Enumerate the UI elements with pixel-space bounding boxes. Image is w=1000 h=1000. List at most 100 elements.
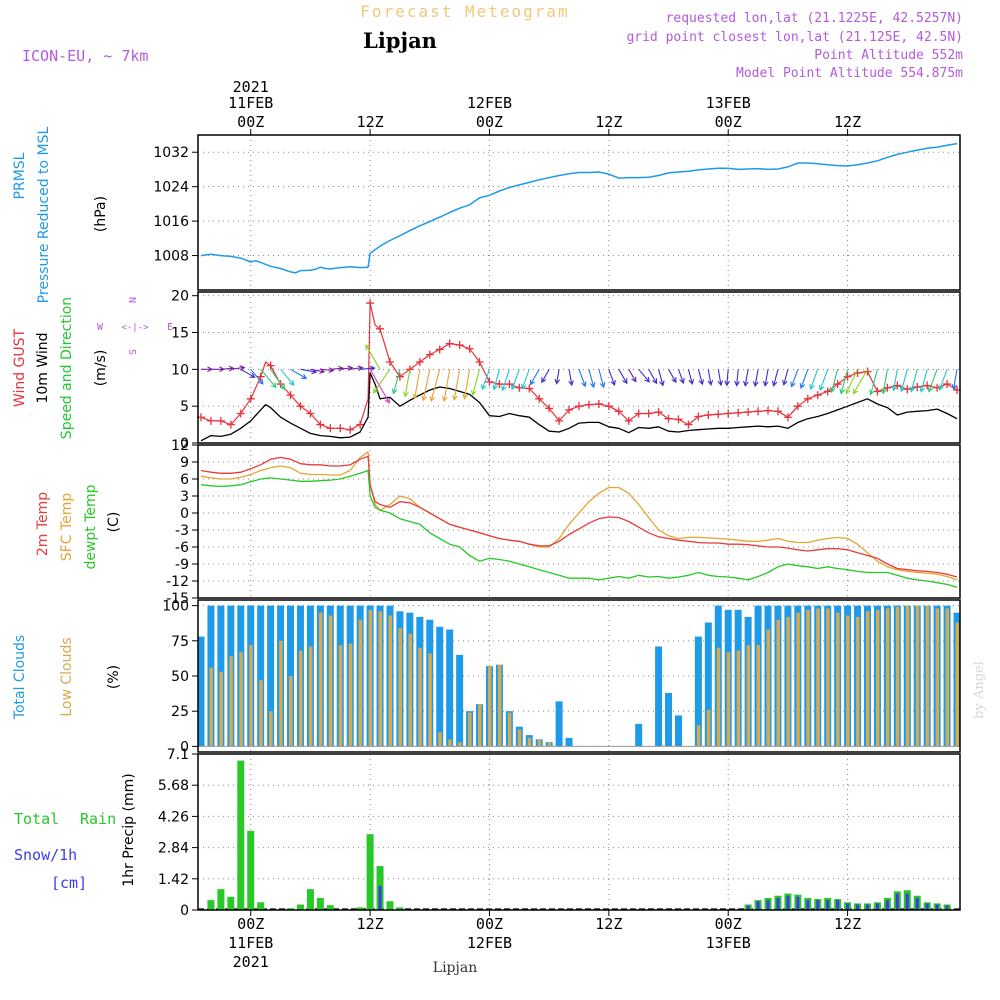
low-cloud-bar xyxy=(856,616,860,747)
precip-ytick-label: 4.26 xyxy=(158,809,189,825)
gust-marker xyxy=(803,394,812,403)
wind-ytick-label: 15 xyxy=(171,326,189,342)
low-cloud-bar xyxy=(418,647,422,747)
wind-arrow xyxy=(909,369,918,393)
wind-gust-label: Wind GUST xyxy=(12,328,28,407)
wind-arrow xyxy=(578,369,587,388)
gust-marker xyxy=(455,341,464,350)
wind-arrow xyxy=(734,369,740,387)
temp-2m-label: 2m Temp xyxy=(35,492,51,556)
gust-marker xyxy=(525,384,534,393)
wind-arrow xyxy=(270,368,286,391)
wind-arrow xyxy=(369,369,390,404)
compass-arrows: <-|-> xyxy=(121,323,149,333)
wind-speed-line xyxy=(200,372,958,442)
wind-arrow xyxy=(818,369,829,392)
snow-bar xyxy=(776,897,780,910)
gust-marker xyxy=(425,350,434,359)
wind-arrow xyxy=(891,369,898,392)
low-cloud-bar xyxy=(736,650,741,747)
low-cloud-bar xyxy=(289,676,293,747)
gust-marker xyxy=(744,408,753,417)
gust-marker xyxy=(505,380,514,389)
wind-arrow xyxy=(845,369,858,395)
gust-marker xyxy=(326,424,335,433)
wind-direction-label: Speed and Direction xyxy=(59,297,75,439)
total-label: Total xyxy=(14,810,59,828)
low-cloud-bar xyxy=(269,711,273,747)
snow-unit-label: [cm] xyxy=(51,874,87,892)
compass-n: N xyxy=(128,297,139,303)
wind-arrow xyxy=(320,367,335,374)
gust-marker xyxy=(863,367,872,376)
top-time-label: 12Z xyxy=(834,113,861,131)
low-cloud-bar xyxy=(806,609,810,747)
wind-arrow xyxy=(648,369,658,385)
wind-arrow xyxy=(752,369,759,388)
watermark: by Angel xyxy=(972,661,987,719)
low-cloud-bar xyxy=(478,704,482,747)
gust-marker xyxy=(565,405,574,414)
gust-marker xyxy=(395,372,404,381)
gust-marker xyxy=(495,380,504,389)
wind-arrow xyxy=(938,369,948,392)
gust-marker xyxy=(764,406,773,415)
total-clouds-label: Total Clouds xyxy=(12,635,28,720)
temp-unit: (C) xyxy=(106,512,122,533)
rain-bar xyxy=(326,905,334,910)
rain-bar xyxy=(217,889,225,910)
wind-arrow xyxy=(618,369,628,385)
total-cloud-bar xyxy=(694,636,702,747)
low-cloud-bar xyxy=(259,680,263,747)
wind-arrow xyxy=(429,369,441,403)
gust-marker xyxy=(833,380,842,389)
low-cloud-bar xyxy=(458,742,462,747)
gust-marker xyxy=(614,407,623,416)
rain-bar xyxy=(257,902,265,910)
snow-bar xyxy=(935,904,939,910)
wind-arrow xyxy=(869,369,878,396)
gust-marker xyxy=(376,324,385,333)
snow-bar xyxy=(875,903,879,910)
bottom-time-label: 12Z xyxy=(834,915,861,933)
snow-label: Snow/1h xyxy=(14,846,77,864)
gust-marker xyxy=(336,424,345,433)
low-cloud-bar xyxy=(209,667,213,747)
low-cloud-bar xyxy=(846,615,850,747)
total-cloud-bar xyxy=(456,654,464,747)
precip-ytick-label: 7.1 xyxy=(167,747,189,763)
wind-arrow xyxy=(687,369,695,386)
temp-ytick-label: -12 xyxy=(166,574,189,590)
snow-bar xyxy=(856,904,860,910)
gust-marker xyxy=(704,411,713,420)
wind-arrow xyxy=(510,369,520,391)
gust-marker xyxy=(873,387,882,396)
low-cloud-bar xyxy=(318,612,323,747)
bottom-time-label: 12FEB xyxy=(467,934,512,952)
wind-arrow xyxy=(421,369,431,402)
gust-marker xyxy=(485,377,494,386)
snow-bar xyxy=(786,895,790,910)
snow-bar xyxy=(945,905,949,910)
gust-marker xyxy=(694,412,703,421)
snow-bar xyxy=(826,900,830,910)
bottom-time-label: 11FEB xyxy=(228,934,273,952)
gust-marker xyxy=(664,414,673,423)
rain-bar xyxy=(386,901,394,910)
wind-arrow xyxy=(852,369,868,395)
wind-ytick-label: 20 xyxy=(171,289,189,305)
gust-marker xyxy=(465,344,474,353)
wind-ytick-label: 10 xyxy=(171,362,189,378)
low-cloud-bar xyxy=(358,619,363,747)
point-altitude: Point Altitude 552m xyxy=(814,48,963,63)
wind-arrow xyxy=(412,369,421,400)
precip-side-labels: Total Rain Snow/1h [cm] 1hr Precip (mm) xyxy=(14,773,137,892)
wind-arrow xyxy=(250,368,264,385)
low-cloud-bar xyxy=(786,616,790,747)
low-cloud-bar xyxy=(348,643,353,747)
pressure-label-2: Pressure Reduced to MSL xyxy=(36,126,52,303)
snow-bar xyxy=(846,903,850,910)
total-cloud-bar xyxy=(257,605,265,747)
wind-arrow xyxy=(927,369,938,393)
